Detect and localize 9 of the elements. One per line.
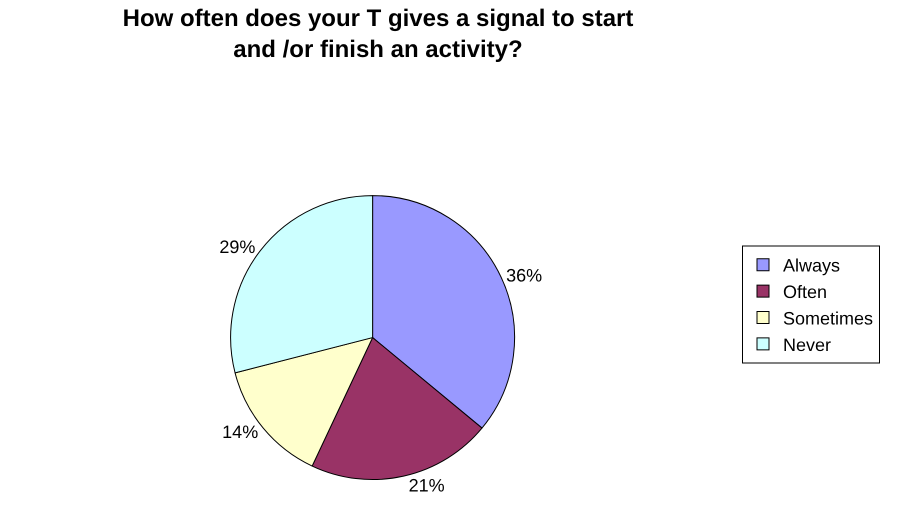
data-label: 21% bbox=[408, 476, 445, 496]
legend-label: Always bbox=[783, 256, 840, 276]
chart-title: How often does your T gives a signal to start and /or finish an activity? bbox=[122, 4, 634, 64]
data-label: 36% bbox=[506, 265, 542, 286]
legend-label: Sometimes bbox=[783, 308, 874, 329]
data-label: 14% bbox=[222, 422, 258, 442]
data-label: 29% bbox=[219, 236, 256, 257]
legend-label: Often bbox=[783, 282, 828, 302]
legend-label: Never bbox=[783, 334, 832, 355]
